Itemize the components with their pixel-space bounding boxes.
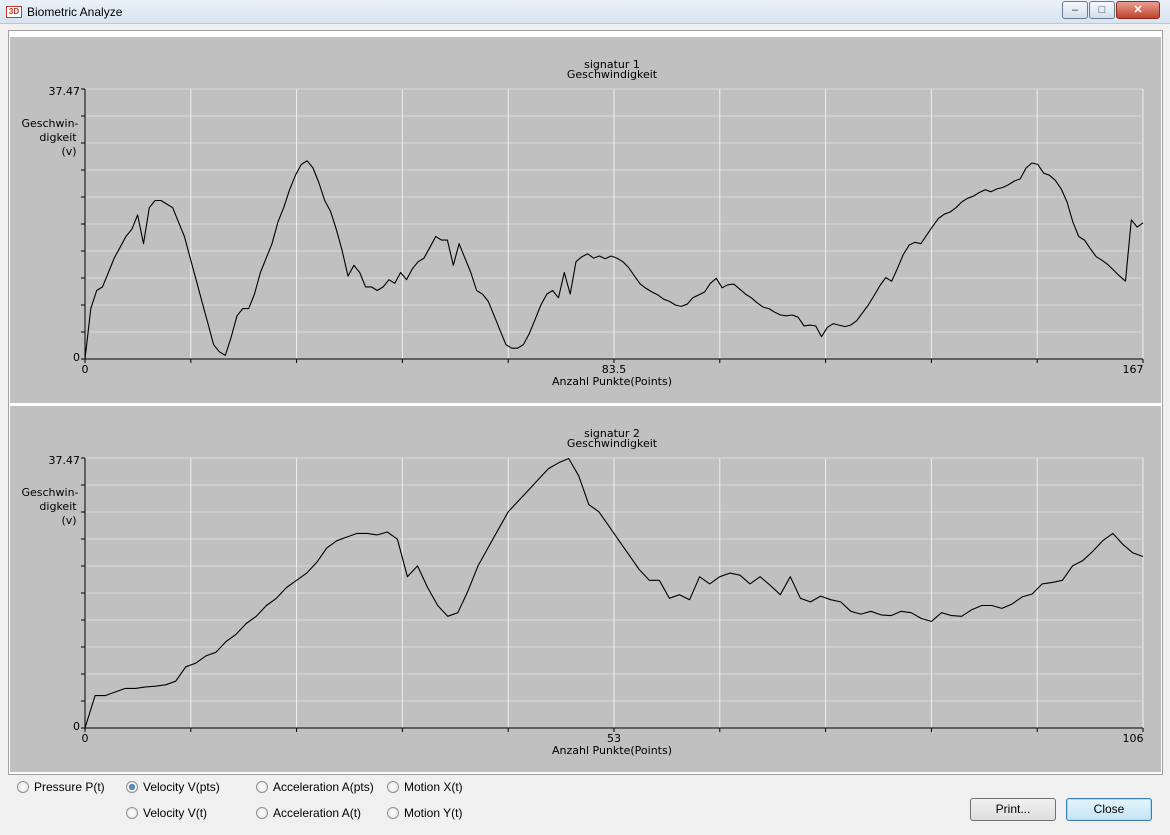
minimize-icon: – xyxy=(1071,4,1079,16)
radio-icon xyxy=(387,807,399,819)
close-window-button[interactable]: ✕ xyxy=(1116,1,1160,19)
y-axis-label: digkeit xyxy=(39,500,77,513)
radio-velocity-v-t[interactable]: Velocity V(t) xyxy=(126,805,207,821)
chart-title: signatur 1 xyxy=(584,58,640,71)
minimize-button[interactable]: – xyxy=(1062,1,1088,19)
radio-selected-icon xyxy=(126,781,138,793)
y-tick-label: 0 xyxy=(73,720,80,733)
print-button[interactable]: Print... xyxy=(970,798,1056,821)
x-tick-label: 53 xyxy=(607,732,621,745)
x-tick-label: 0 xyxy=(82,363,89,376)
radio-acceleration-a-pts[interactable]: Acceleration A(pts) xyxy=(256,779,374,795)
radio-label: Velocity V(t) xyxy=(143,806,208,820)
radio-label: Motion Y(t) xyxy=(404,806,463,820)
y-axis-label: Geschwin- xyxy=(21,486,78,499)
x-tick-label: 0 xyxy=(82,732,89,745)
title-bar: 3D Biometric Analyze – □ ✕ xyxy=(0,0,1170,24)
x-axis-label: Anzahl Punkte(Points) xyxy=(552,744,672,757)
y-tick-label: 0 xyxy=(73,351,80,364)
radio-icon xyxy=(256,807,268,819)
y-axis-label: digkeit xyxy=(39,131,77,144)
radio-label: Acceleration A(pts) xyxy=(273,780,374,794)
y-axis-label: (v) xyxy=(61,145,76,158)
window-title: Biometric Analyze xyxy=(27,5,123,19)
x-tick-label: 106 xyxy=(1123,732,1144,745)
close-icon: ✕ xyxy=(1133,4,1143,16)
chart-panel-signatur-2: signatur 2 Geschwindigkeit Geschwin-digkei… xyxy=(10,406,1161,772)
chart-panel-signatur-1: signatur 1 Geschwindigkeit Geschwin-digkei… xyxy=(10,37,1161,403)
app-icon: 3D xyxy=(6,6,22,18)
radio-icon xyxy=(126,807,138,819)
y-tick-label: 37.47 xyxy=(49,85,81,98)
chart-title: signatur 2 xyxy=(584,427,640,440)
y-tick-label: 37.47 xyxy=(49,454,81,467)
radio-motion-y-t[interactable]: Motion Y(t) xyxy=(387,805,462,821)
close-button[interactable]: Close xyxy=(1066,798,1152,821)
radio-icon xyxy=(256,781,268,793)
radio-label: Motion X(t) xyxy=(404,780,463,794)
velocity-series-line xyxy=(84,160,1144,360)
radio-label: Pressure P(t) xyxy=(34,780,105,794)
y-axis-label: Geschwin- xyxy=(21,117,78,130)
radio-label: Velocity V(pts) xyxy=(143,780,220,794)
x-tick-label: 167 xyxy=(1123,363,1144,376)
y-axis-label: (v) xyxy=(61,514,76,527)
x-tick-label: 83.5 xyxy=(602,363,627,376)
maximize-icon: □ xyxy=(1098,4,1106,16)
radio-acceleration-a-t[interactable]: Acceleration A(t) xyxy=(256,805,361,821)
controls-bar: Pressure P(t) Velocity V(pts) Accelerati… xyxy=(0,776,1170,835)
radio-icon xyxy=(387,781,399,793)
x-axis-label: Anzahl Punkte(Points) xyxy=(552,375,672,388)
radio-motion-x-t[interactable]: Motion X(t) xyxy=(387,779,463,795)
radio-icon xyxy=(17,781,29,793)
maximize-button[interactable]: □ xyxy=(1089,1,1115,19)
radio-velocity-v-pts[interactable]: Velocity V(pts) xyxy=(126,779,220,795)
velocity-series-line xyxy=(84,457,1144,729)
chart-subtitle: Geschwindigkeit xyxy=(567,68,658,81)
radio-pressure-p-t[interactable]: Pressure P(t) xyxy=(17,779,105,795)
radio-label: Acceleration A(t) xyxy=(273,806,362,820)
chart-subtitle: Geschwindigkeit xyxy=(567,437,658,450)
